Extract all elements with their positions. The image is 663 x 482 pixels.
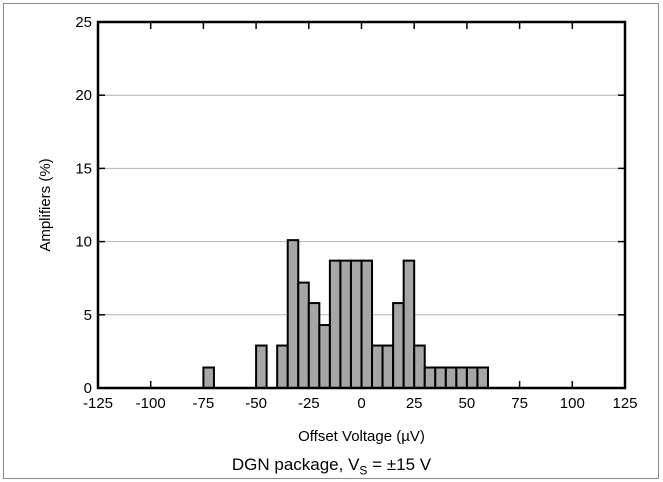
histogram-bar-12 [381,344,395,390]
histogram-bar-0 [202,366,215,389]
histogram-bar-18 [444,366,458,389]
histogram-bar-21 [476,366,489,389]
x-tick-label-2: -75 [193,395,215,412]
histogram-bar-11 [371,344,384,390]
x-tick-label-6: 25 [406,395,423,412]
y-tick-label-5: 25 [75,14,92,31]
histogram-bar-14 [402,259,416,389]
histogram-bar-6 [318,324,331,390]
y-axis-label: Amplifiers (%) [37,158,54,251]
chart-caption: DGN package, VS = ±15 V [0,455,663,477]
histogram-bar-20 [465,366,479,389]
histogram-bar-2 [276,344,289,390]
x-tick-label-4: -25 [298,395,320,412]
axes [96,20,627,390]
histogram-bar-15 [413,344,426,390]
x-tick-label-8: 75 [511,395,528,412]
histogram-bar-7 [328,259,342,389]
histogram-bar-17 [434,366,447,389]
x-axis-label: Offset Voltage (µV) [298,428,425,445]
x-tick-label-9: 100 [560,395,585,412]
histogram-bar-4 [297,281,310,390]
x-tick-label-1: -100 [136,395,166,412]
y-tick-label-4: 20 [75,87,92,104]
x-tick-labels: -125 -100 -75 -50 -25 0 25 50 75 100 125 [83,395,638,412]
histogram-bar-8 [339,259,352,389]
histogram-bar-1 [255,344,268,390]
y-tick-label-3: 15 [75,160,92,177]
x-tick-label-7: 50 [459,395,476,412]
x-tick-label-5: 0 [357,395,365,412]
histogram-bar-13 [392,302,405,390]
y-tick-label-1: 5 [84,307,92,324]
histogram-bar-5 [307,302,321,390]
x-tick-label-10: 125 [612,395,637,412]
histogram-bar-10 [360,259,374,389]
caption-main: DGN package, V [231,455,360,474]
y-tick-label-0: 0 [84,380,92,397]
histogram-bar-3 [286,239,300,389]
y-tick-labels: 0 5 10 15 20 25 [75,14,92,397]
x-tick-label-0: -125 [83,395,113,412]
histogram-bars [202,239,489,390]
caption-subscript: S [359,463,368,478]
histogram-bar-9 [349,259,363,389]
x-tick-label-3: -50 [245,395,267,412]
chart-frame [3,3,659,479]
y-tick-label-2: 10 [75,234,92,251]
histogram-bar-19 [455,366,468,389]
caption-tail: = ±15 V [367,455,432,474]
histogram-bar-16 [423,366,437,389]
